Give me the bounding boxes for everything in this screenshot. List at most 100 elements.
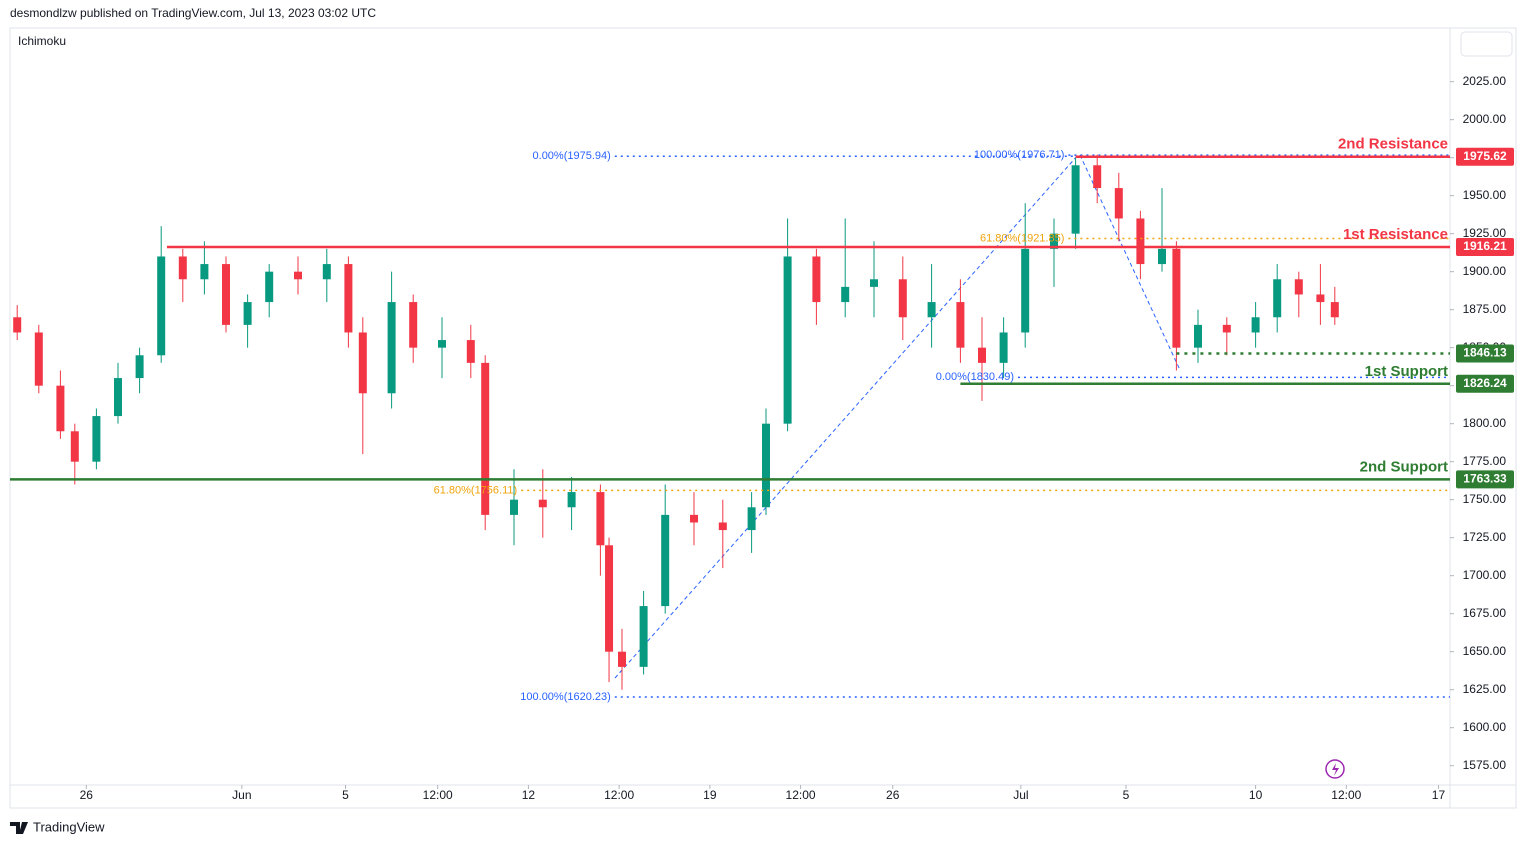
candle-body: [567, 492, 576, 508]
candle-body: [322, 264, 331, 280]
candle-body: [222, 264, 230, 325]
event-icon-bolt: [1332, 763, 1339, 776]
candle-body: [294, 271, 302, 280]
fib-label: 61.80%(1921.85): [980, 232, 1064, 244]
fib-label: 0.00%(1975.94): [533, 150, 611, 162]
candle-body: [114, 378, 122, 417]
y-tick-label: 1650.00: [1463, 644, 1507, 658]
candle-body: [178, 256, 187, 280]
candle-body: [978, 347, 986, 363]
y-tick-label: 1750.00: [1463, 492, 1507, 506]
level-label: 2nd Support: [1360, 458, 1448, 475]
candle-body: [661, 514, 670, 607]
price-box-label: 1846.13: [1463, 346, 1507, 360]
x-tick-label: 12:00: [786, 788, 816, 802]
candle-body: [438, 340, 446, 348]
candle-body: [1050, 233, 1058, 249]
candle-body: [1136, 218, 1145, 265]
candle-body: [618, 651, 626, 667]
price-box: [1456, 238, 1514, 257]
candle-body: [605, 545, 614, 652]
x-tick-label: 5: [1123, 788, 1130, 802]
candle-body: [1330, 302, 1339, 318]
chart-frame: [9, 27, 1517, 809]
candle-body: [358, 332, 367, 394]
candle-body: [956, 302, 965, 348]
candle-body: [812, 256, 821, 303]
footer-brand: TradingView: [33, 819, 105, 834]
candle-body: [1222, 324, 1231, 333]
candle-body: [927, 302, 936, 318]
y-tick-label: 1700.00: [1463, 568, 1507, 582]
price-box: [1456, 470, 1514, 489]
x-tick-label: 12: [522, 788, 536, 802]
y-tick-label: 2025.00: [1463, 74, 1507, 88]
candle-body: [13, 317, 22, 333]
price-box-label: 1975.62: [1463, 149, 1507, 163]
candle-body: [1194, 324, 1202, 348]
candle-body: [409, 302, 418, 348]
y-tick-label: 1925.00: [1463, 226, 1507, 240]
candle-body: [344, 264, 353, 333]
price-box: [1456, 344, 1514, 363]
candle-body: [481, 362, 490, 515]
candle-body: [1251, 317, 1260, 333]
x-tick-label: 12:00: [423, 788, 453, 802]
candle-body: [870, 279, 878, 287]
candle-body: [690, 514, 698, 523]
candle-body: [718, 522, 727, 531]
candle-body: [1172, 248, 1181, 348]
candle-body: [1093, 165, 1102, 189]
fib-label: 0.00%(1830.49): [936, 371, 1014, 383]
y-tick-label: 1900.00: [1463, 264, 1507, 278]
y-tick-label: 1950.00: [1463, 188, 1507, 202]
fib-trend-line: [614, 154, 1079, 679]
price-box-label: 1763.33: [1463, 472, 1507, 486]
candle-body: [538, 499, 547, 508]
y-tick-label: 1625.00: [1463, 682, 1507, 696]
event-icon[interactable]: [1325, 759, 1345, 779]
y-tick-label: 1675.00: [1463, 606, 1507, 620]
candle-body: [1071, 165, 1080, 234]
level-label: 1st Resistance: [1343, 226, 1448, 243]
y-tick-label: 1575.00: [1463, 758, 1507, 772]
candle-body: [135, 355, 144, 379]
y-tick-label: 1800.00: [1463, 416, 1507, 430]
candle-body: [56, 385, 65, 432]
candle-body: [243, 302, 252, 325]
candle-body: [1294, 279, 1303, 295]
price-box: [1456, 374, 1514, 393]
candle-body: [999, 332, 1008, 363]
candle-body: [783, 256, 792, 424]
candle-body: [762, 423, 770, 508]
toolbar-button[interactable]: [1460, 31, 1513, 57]
candle-body: [510, 499, 518, 515]
x-tick-label: Jul: [1013, 788, 1028, 802]
level-label: 2nd Resistance: [1338, 136, 1448, 153]
candle-body: [596, 492, 605, 546]
level-label: 1st Support: [1365, 363, 1448, 380]
candle-body: [34, 332, 43, 386]
candle-body: [747, 507, 756, 531]
candle-body: [466, 340, 475, 363]
x-tick-label: 26: [80, 788, 94, 802]
candle-body: [387, 302, 396, 394]
candle-body: [639, 606, 648, 667]
fib-label: 61.80%(1756.11): [434, 484, 518, 496]
fib-trend-line: [1079, 154, 1181, 371]
y-tick-label: 1775.00: [1463, 454, 1507, 468]
publisher: desmondlzw published on TradingView.com,…: [10, 6, 376, 20]
x-tick-label: 5: [342, 788, 349, 802]
x-tick-label: 10: [1249, 788, 1263, 802]
fib-label: 100.00%(1976.71): [974, 149, 1065, 161]
logo: [10, 822, 28, 834]
candle-body: [898, 279, 907, 318]
candle-body: [265, 271, 274, 303]
y-tick-label: 1725.00: [1463, 530, 1507, 544]
x-tick-label: 26: [886, 788, 900, 802]
price-box-label: 1826.24: [1463, 376, 1507, 390]
candle-body: [841, 286, 850, 303]
candle-body: [200, 264, 209, 280]
candle-body: [1114, 188, 1123, 219]
